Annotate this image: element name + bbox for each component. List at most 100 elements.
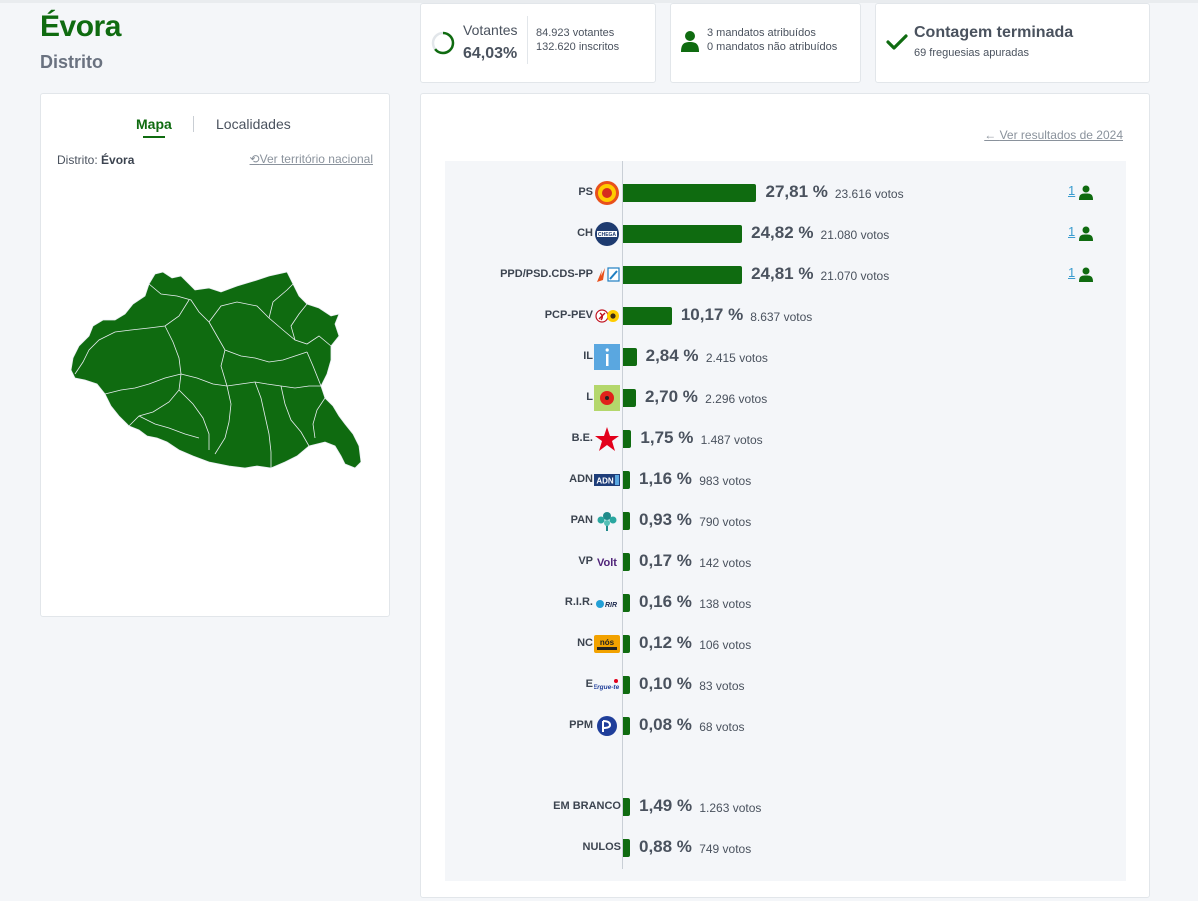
- vote-percent: 1,75 %: [640, 428, 694, 447]
- party-name: NC: [577, 637, 593, 649]
- vote-percent: 0,17 %: [639, 551, 692, 570]
- mandates-assigned: 3 mandatos atribuídos: [707, 27, 816, 39]
- rir-logo-icon: RIR: [594, 590, 620, 616]
- count-status-card: Contagem terminada 69 freguesias apurada…: [875, 3, 1150, 83]
- party-name: B.E.: [571, 432, 593, 444]
- ppm-logo-icon: [594, 713, 620, 739]
- chega-logo-icon: CHEGA: [594, 221, 620, 247]
- svg-text:nós: nós: [600, 638, 615, 647]
- vote-count: 1.263 votos: [699, 801, 762, 815]
- vote-share-bar: [623, 553, 630, 571]
- seats-link[interactable]: 1: [1068, 183, 1076, 198]
- count-status-title: Contagem terminada: [914, 24, 1074, 41]
- svg-text:RIR: RIR: [605, 602, 617, 609]
- party-name: ADN: [569, 473, 593, 485]
- vote-percent: 0,16 %: [639, 592, 692, 611]
- party-row: NC nós 0,12 % 106 votos: [445, 630, 1126, 658]
- other-votes-row: EM BRANCO 1,49 % 1.263 votos: [445, 793, 1126, 821]
- vote-count: 8.637 votos: [750, 310, 813, 324]
- vote-share-bar: [623, 471, 630, 489]
- seats-link[interactable]: 1: [1068, 265, 1076, 280]
- party-name: VP: [578, 555, 593, 567]
- arrow-left-icon: ←: [984, 128, 1000, 142]
- national-territory-link[interactable]: ⟲Ver território nacional: [250, 152, 373, 166]
- cdu-hammer-sickle-sunflower-icon: [594, 303, 620, 329]
- party-name: PCP-PEV: [544, 309, 593, 321]
- vote-percent: 24,82 %: [751, 223, 814, 242]
- vote-count: 790 votos: [699, 515, 752, 529]
- vote-share-bar: [623, 635, 630, 653]
- vote-share-bar: [623, 307, 672, 325]
- vote-percent: 0,88 %: [639, 837, 692, 856]
- mandates-card: 3 mandatos atribuídos 0 mandatos não atr…: [670, 3, 861, 83]
- il-logo-icon: [594, 344, 620, 370]
- top-border: [0, 0, 1198, 3]
- seat-user-icon: [1079, 185, 1093, 200]
- vote-share-bar: [623, 266, 743, 284]
- district-label: Distrito:: [57, 153, 98, 167]
- chart-axis-line: [622, 161, 623, 869]
- vote-count: 21.080 votos: [820, 228, 890, 242]
- vote-share-bar: [623, 676, 630, 694]
- vote-percent: 0,93 %: [639, 510, 692, 529]
- active-tab-indicator: [143, 136, 165, 138]
- count-status-subtitle: 69 freguesias apuradas: [914, 47, 1029, 59]
- party-name: CH: [577, 227, 593, 239]
- seats-link[interactable]: 1: [1068, 224, 1076, 239]
- vote-share-bar: [623, 225, 743, 243]
- party-row: PPM 0,08 % 68 votos: [445, 712, 1126, 740]
- tab-divider: [193, 116, 194, 132]
- seat-user-icon: [1079, 226, 1093, 241]
- results-panel: ← Ver resultados de 2024 PS 27,81 % 23.616…: [420, 93, 1150, 898]
- vote-percent: 0,08 %: [639, 715, 692, 734]
- party-row: CH CHEGA 24,82 % 21.080 votos 1: [445, 220, 1126, 248]
- vote-percent: 2,70 %: [644, 387, 698, 406]
- vote-percent: 1,49 %: [639, 796, 693, 815]
- pan-tree-icon: [594, 508, 620, 534]
- livre-poppy-icon: [594, 385, 620, 411]
- party-name: L: [586, 391, 593, 403]
- district-map[interactable]: [69, 266, 361, 476]
- turnout-card: Votantes 64,03% 84.923 votantes 132.620 …: [420, 3, 656, 83]
- user-icon: [681, 31, 699, 52]
- vote-percent: 2,84 %: [645, 346, 699, 365]
- registered-count: 132.620 inscritos: [536, 41, 620, 53]
- vote-count: 83 votos: [699, 679, 745, 693]
- turnout-percent: 64,03%: [463, 45, 518, 62]
- tab-map[interactable]: Mapa: [136, 116, 172, 132]
- tab-localities[interactable]: Localidades: [216, 116, 291, 132]
- party-row: PPD/PSD.CDS-PP 24,81 % 21.070 votos 1: [445, 261, 1126, 289]
- party-row: E Ergue-te 0,10 % 83 votos: [445, 671, 1126, 699]
- map-panel: Mapa Localidades Distrito: Évora ⟲Ver te…: [40, 93, 390, 617]
- svg-text:Volt: Volt: [597, 557, 617, 569]
- previous-results-link[interactable]: ← Ver resultados de 2024: [984, 128, 1123, 142]
- vote-percent: 10,17 %: [680, 305, 744, 324]
- ps-fist-rose-icon: [594, 180, 620, 206]
- svg-text:Ergue-te: Ergue-te: [594, 684, 620, 691]
- party-row: PAN 0,93 % 790 votos: [445, 507, 1126, 535]
- vote-share-bar: [623, 594, 630, 612]
- seat-user-icon: [1079, 267, 1093, 282]
- divider: [527, 16, 528, 64]
- turnout-label: Votantes: [463, 22, 518, 38]
- turnout-progress-ring-icon: [431, 31, 455, 55]
- party-row: VP Volt 0,17 % 142 votos: [445, 548, 1126, 576]
- vote-count: 68 votos: [699, 720, 745, 734]
- party-name: PS: [578, 186, 593, 198]
- party-row: B.E. 1,75 % 1.487 votos: [445, 425, 1126, 453]
- be-star-icon: [594, 426, 620, 452]
- party-name: EM BRANCO: [553, 800, 621, 812]
- party-name: PAN: [570, 514, 593, 526]
- party-name: PPM: [569, 719, 593, 731]
- nc-logo-icon: nós: [594, 631, 620, 657]
- results-chart: PS 27,81 % 23.616 votos 1 CH CHEGA 24,82 % 21.0…: [445, 161, 1126, 881]
- vote-share-bar: [623, 348, 637, 366]
- vote-count: 2.415 votos: [705, 351, 768, 365]
- district-breadcrumb: Distrito: Évora: [57, 153, 134, 167]
- vote-share-bar: [623, 798, 631, 816]
- vote-count: 983 votos: [699, 474, 752, 488]
- vote-count: 142 votos: [699, 556, 752, 570]
- ad-coalition-logo-icon: [594, 262, 620, 288]
- party-name: NULOS: [582, 841, 622, 853]
- party-name: E: [585, 678, 593, 690]
